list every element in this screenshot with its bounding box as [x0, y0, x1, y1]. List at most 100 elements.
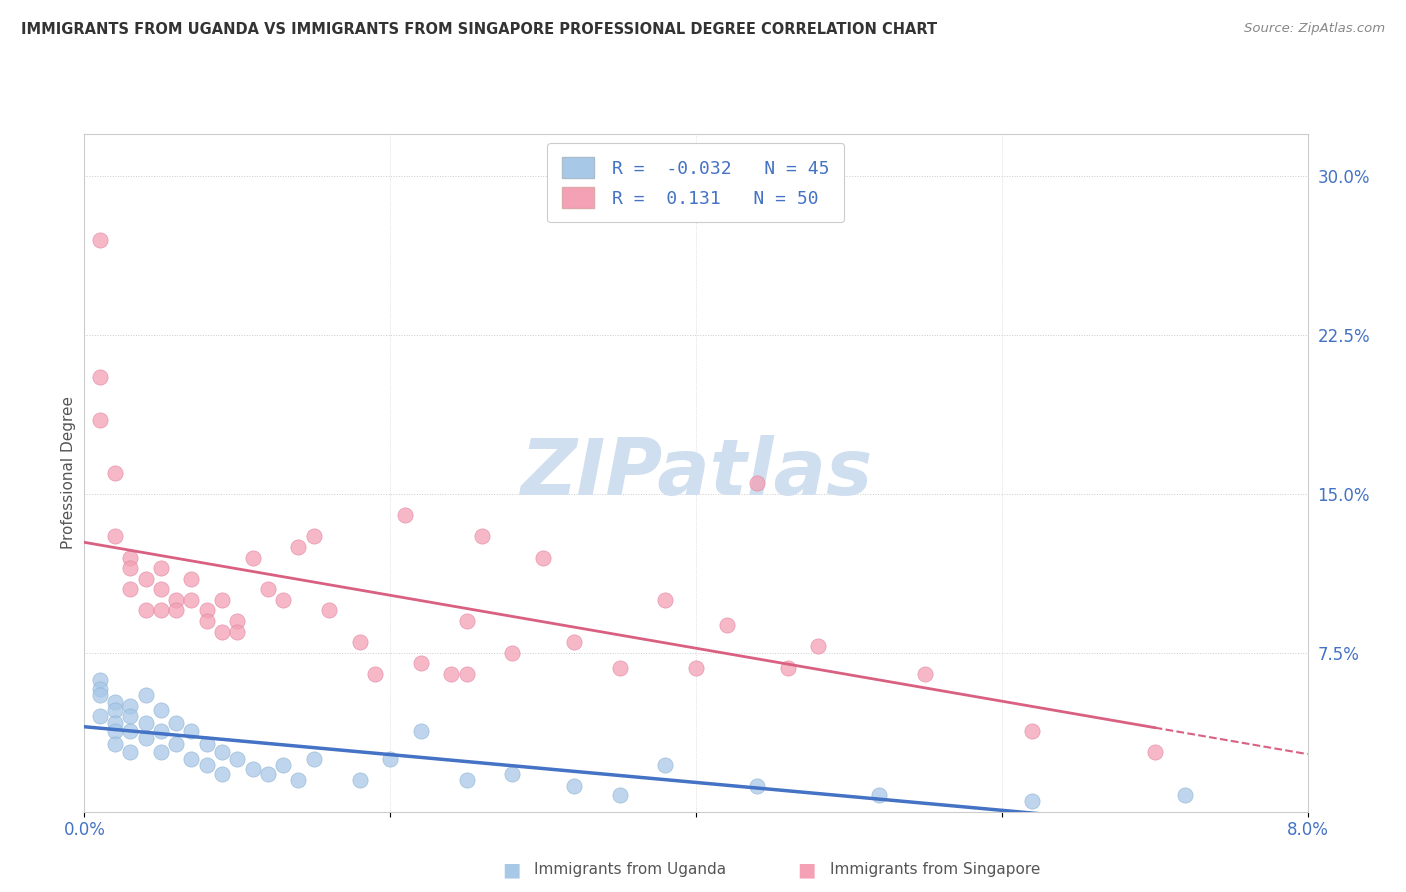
Point	[440, 667, 463, 681]
Point	[380, 752, 402, 766]
Point	[1021, 794, 1043, 808]
Point	[287, 772, 309, 787]
Point	[654, 758, 676, 772]
Point	[135, 603, 157, 617]
Point	[271, 758, 294, 772]
Point	[149, 561, 172, 575]
Point	[120, 724, 142, 739]
Point	[120, 746, 142, 760]
Point	[195, 603, 218, 617]
Point	[104, 724, 127, 739]
Point	[104, 703, 127, 717]
Point	[257, 766, 280, 780]
Point	[502, 646, 524, 660]
Point	[180, 592, 202, 607]
Point	[226, 624, 249, 639]
Point	[226, 752, 249, 766]
Point	[149, 746, 172, 760]
Point	[149, 603, 172, 617]
Point	[89, 413, 111, 427]
Point	[502, 766, 524, 780]
Point	[394, 508, 416, 523]
Point	[120, 550, 142, 565]
Point	[562, 780, 585, 794]
Point	[654, 592, 676, 607]
Text: IMMIGRANTS FROM UGANDA VS IMMIGRANTS FROM SINGAPORE PROFESSIONAL DEGREE CORRELAT: IMMIGRANTS FROM UGANDA VS IMMIGRANTS FRO…	[21, 22, 938, 37]
Point	[409, 724, 432, 739]
Point	[89, 233, 111, 247]
Point	[747, 780, 769, 794]
Y-axis label: Professional Degree: Professional Degree	[60, 396, 76, 549]
Point	[302, 752, 325, 766]
Point	[120, 561, 142, 575]
Point	[89, 709, 111, 723]
Point	[211, 624, 233, 639]
Point	[685, 660, 707, 674]
Point	[242, 550, 264, 565]
Point	[609, 660, 631, 674]
Point	[120, 709, 142, 723]
Point	[409, 657, 432, 671]
Text: Immigrants from Uganda: Immigrants from Uganda	[534, 863, 727, 877]
Point	[89, 370, 111, 384]
Point	[211, 766, 233, 780]
Point	[716, 618, 738, 632]
Point	[211, 746, 233, 760]
Point	[471, 529, 494, 543]
Point	[1174, 788, 1197, 802]
Point	[180, 724, 202, 739]
Point	[165, 737, 187, 751]
Point	[165, 592, 187, 607]
Point	[165, 603, 187, 617]
Point	[89, 673, 111, 688]
Point	[135, 731, 157, 745]
Point	[456, 772, 478, 787]
Point	[104, 715, 127, 730]
Point	[287, 540, 309, 554]
Point	[149, 703, 172, 717]
Legend: R =  -0.032   N = 45, R =  0.131   N = 50: R = -0.032 N = 45, R = 0.131 N = 50	[547, 143, 845, 222]
Point	[349, 772, 371, 787]
Point	[318, 603, 340, 617]
Point	[104, 466, 127, 480]
Point	[149, 582, 172, 597]
Point	[242, 762, 264, 776]
Point	[120, 582, 142, 597]
Point	[89, 681, 111, 696]
Point	[914, 667, 936, 681]
Point	[869, 788, 891, 802]
Text: Source: ZipAtlas.com: Source: ZipAtlas.com	[1244, 22, 1385, 36]
Point	[562, 635, 585, 649]
Point	[104, 694, 127, 708]
Point	[149, 724, 172, 739]
Point	[609, 788, 631, 802]
Text: Immigrants from Singapore: Immigrants from Singapore	[830, 863, 1040, 877]
Point	[1143, 746, 1166, 760]
Point	[180, 752, 202, 766]
Point	[180, 572, 202, 586]
Point	[135, 688, 157, 702]
Text: ZIPatlas: ZIPatlas	[520, 434, 872, 511]
Point	[807, 640, 830, 654]
Text: ■: ■	[502, 860, 520, 880]
Point	[89, 688, 111, 702]
Point	[1021, 724, 1043, 739]
Point	[271, 592, 294, 607]
Point	[456, 667, 478, 681]
Text: ■: ■	[797, 860, 815, 880]
Point	[195, 737, 218, 751]
Point	[195, 614, 218, 628]
Point	[195, 758, 218, 772]
Point	[257, 582, 280, 597]
Point	[165, 715, 187, 730]
Point	[104, 529, 127, 543]
Point	[226, 614, 249, 628]
Point	[364, 667, 387, 681]
Point	[531, 550, 554, 565]
Point	[211, 592, 233, 607]
Point	[135, 715, 157, 730]
Point	[456, 614, 478, 628]
Point	[747, 476, 769, 491]
Point	[349, 635, 371, 649]
Point	[302, 529, 325, 543]
